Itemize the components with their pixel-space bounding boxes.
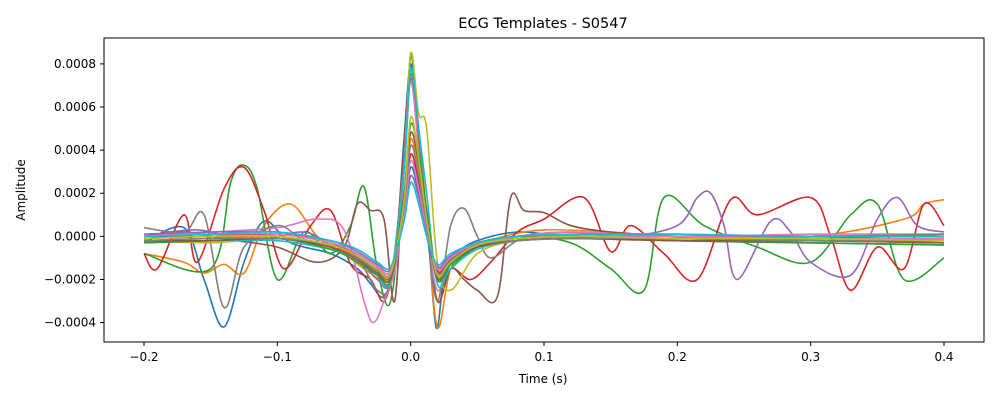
series-line-7 (143, 80, 945, 324)
y-tick-label: 0.0004 (54, 143, 96, 157)
y-tick-label: 0.0006 (54, 100, 96, 114)
y-axis-label: Amplitude (14, 159, 28, 221)
y-tick-label: −0.0002 (44, 272, 96, 286)
series-line-17 (143, 159, 945, 276)
x-tick-label: 0.4 (934, 350, 953, 364)
y-tick-label: 0.0002 (54, 186, 96, 200)
y-tick-label: 0.0000 (54, 229, 96, 243)
plot-frame (103, 37, 985, 343)
x-tick-label: −0.1 (263, 350, 292, 364)
x-tick-label: 0.1 (534, 350, 553, 364)
series-line-19 (143, 115, 945, 279)
chart-title: ECG Templates - S0547 (458, 16, 627, 32)
series-line-2 (143, 56, 945, 329)
series-line-13 (143, 122, 945, 286)
x-axis-label: Time (s) (518, 372, 568, 386)
series-line-1 (143, 63, 945, 330)
series-line-9 (143, 51, 944, 292)
x-tick-label: 0.0 (401, 350, 420, 364)
y-tick-label: −0.0004 (44, 316, 96, 330)
series-line-6 (143, 65, 945, 304)
y-axis: −0.0004 −0.0002 0.0000 0.0002 0.0004 0.0006 0.… (44, 57, 104, 330)
plot-area (143, 51, 945, 330)
series-line-4 (143, 67, 945, 304)
x-tick-label: 0.3 (801, 350, 820, 364)
y-tick-label: 0.0008 (54, 57, 96, 71)
series-line-8 (143, 77, 945, 309)
series-line-10 (143, 66, 945, 289)
x-tick-label: 0.2 (668, 350, 687, 364)
x-axis: −0.2 −0.1 0.0 0.1 0.2 0.3 0.4 (129, 342, 954, 364)
x-tick-label: −0.2 (129, 350, 158, 364)
series-line-16 (143, 131, 945, 284)
series-line-3 (143, 51, 945, 307)
series-line-20 (143, 181, 945, 270)
series-line-5 (143, 73, 945, 290)
